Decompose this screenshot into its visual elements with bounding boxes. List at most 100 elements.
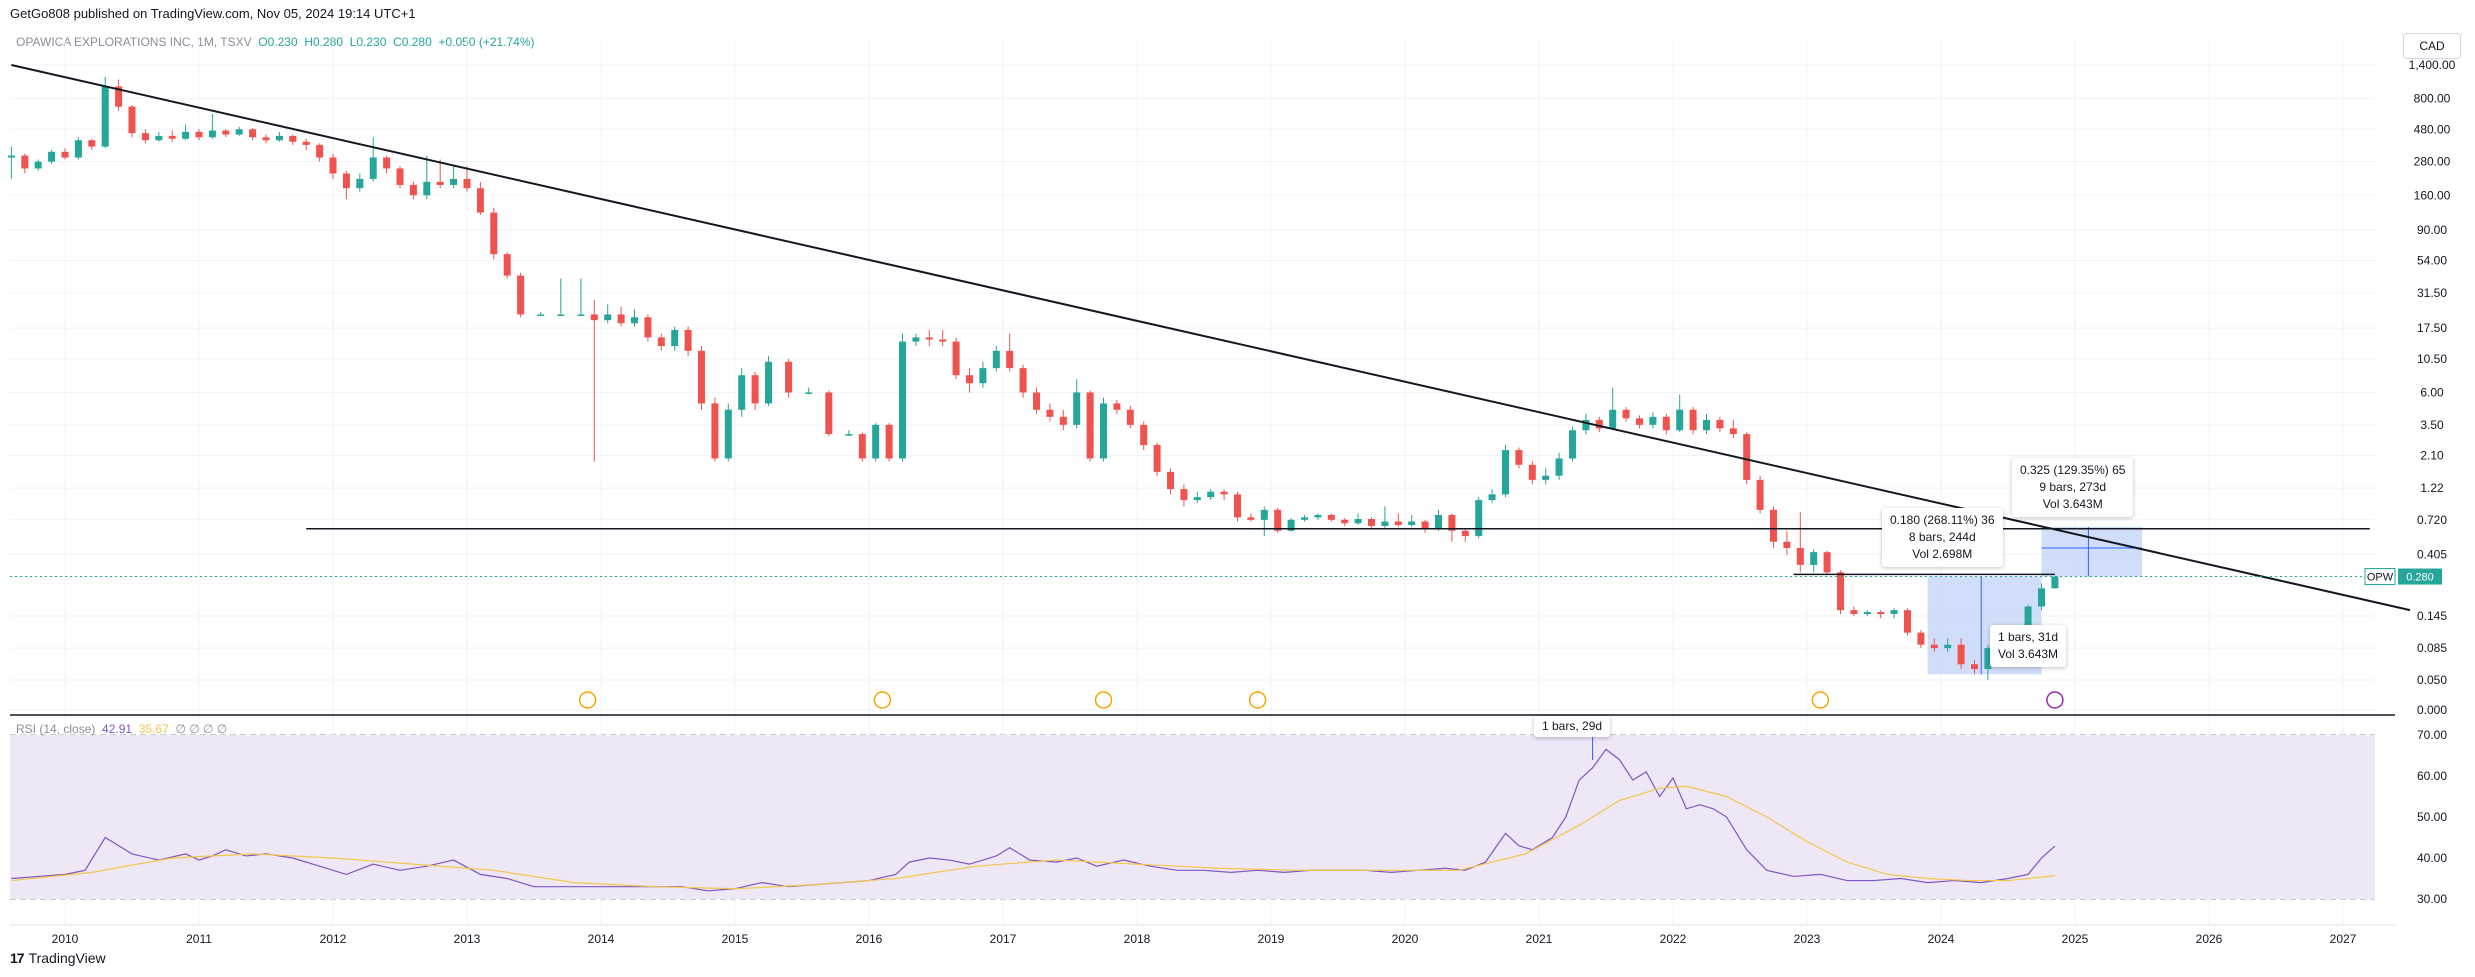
ohlc-low: L0.230 — [349, 35, 387, 49]
price-tick-label: 0.050 — [2417, 673, 2447, 687]
candle-body — [128, 106, 136, 134]
candle-body — [1676, 409, 1684, 431]
candle-body — [1743, 434, 1751, 480]
candle-body — [912, 337, 920, 342]
candle-body — [155, 135, 163, 141]
rsi-line — [11, 748, 2056, 892]
price-tick-label: 480.00 — [2414, 122, 2451, 136]
candle-body — [1662, 416, 1670, 431]
time-tick-label: 2011 — [186, 932, 212, 946]
candle-body — [490, 212, 498, 255]
candle-body — [356, 178, 364, 189]
candle-body — [604, 314, 612, 321]
candle-body — [1421, 521, 1429, 529]
price-tick-label: 3.50 — [2420, 418, 2444, 432]
candle-body — [302, 141, 310, 145]
published-line: GetGo808 published on TradingView.com, N… — [10, 6, 416, 21]
candle-body — [249, 129, 257, 138]
candle-body — [1354, 518, 1362, 524]
ohlc-change: +0.050 (+21.74%) — [438, 35, 535, 49]
time-tick-label: 2019 — [1258, 932, 1285, 946]
candle-body — [1488, 494, 1496, 501]
time-tick-label: 2020 — [1392, 932, 1419, 946]
symbol-legend: OPAWICA EXPLORATIONS INC, 1M, TSXV O0.23… — [16, 35, 535, 49]
time-tick-label: 2016 — [856, 932, 883, 946]
candle-body — [1368, 518, 1375, 526]
candle-body — [289, 135, 297, 142]
time-tick-label: 2023 — [1794, 932, 1821, 946]
tradingview-logo[interactable]: 17 TradingView — [10, 950, 106, 966]
dividend-icon — [578, 691, 597, 709]
time-tick-label: 2026 — [2196, 932, 2223, 946]
candle-body — [423, 181, 431, 196]
range-b-line1: 0.325 (129.35%) 65 — [2020, 463, 2126, 477]
candle-body — [1435, 515, 1442, 529]
candle-body — [1971, 664, 1978, 670]
candle-body — [61, 151, 69, 158]
candle-body — [698, 350, 705, 404]
time-tick-label: 2012 — [320, 932, 347, 946]
time-tick-label: 2021 — [1526, 932, 1553, 946]
range-a-line1: 0.180 (268.11%) 36 — [1890, 513, 1995, 527]
candle-body — [1394, 521, 1402, 526]
time-tick-label: 2014 — [588, 932, 615, 946]
candle-body — [1863, 612, 1871, 615]
price-tick-label: 1,400.00 — [2409, 58, 2456, 72]
candle-body — [1689, 409, 1697, 431]
candle-body — [517, 275, 525, 315]
currency-button[interactable]: CAD — [2403, 33, 2461, 59]
time-tick-label: 2013 — [454, 932, 481, 946]
candle-body — [2038, 588, 2045, 607]
price-tick-label: 280.00 — [2414, 155, 2451, 169]
time-tick-label: 2022 — [1660, 932, 1687, 946]
candle-body — [262, 137, 270, 141]
candle-body — [1301, 517, 1308, 520]
candle-body — [1622, 409, 1630, 419]
candle-body — [1850, 610, 1858, 615]
last-price-badge — [2398, 568, 2442, 585]
time-tick-label: 2010 — [52, 932, 79, 946]
price-tick-label: 17.50 — [2417, 321, 2447, 335]
candle-body — [631, 317, 638, 324]
rsi-ma-value: 35.67 — [138, 722, 169, 736]
time-tick-label: 2024 — [1928, 932, 1955, 946]
candle-body — [1890, 610, 1898, 615]
candle-body — [1877, 612, 1885, 615]
candle-body — [1381, 521, 1389, 526]
candle-body — [1595, 419, 1603, 429]
candle-body — [409, 184, 417, 196]
candle-body — [1100, 403, 1107, 459]
candle-body — [1006, 350, 1014, 369]
candle-body — [2024, 606, 2032, 639]
candle-body — [182, 131, 190, 139]
candle-body — [1796, 548, 1804, 565]
candle-body — [899, 341, 906, 459]
candle-body — [966, 375, 973, 384]
range-b-box — [2041, 526, 2142, 577]
range-b-tooltip: 0.325 (129.35%) 65 9 bars, 273d Vol 3.64… — [2012, 458, 2134, 517]
candle-body — [952, 341, 960, 376]
rsi-tick-label: 40.00 — [2417, 851, 2447, 865]
price-tick-label: 90.00 — [2417, 223, 2447, 237]
candles — [7, 76, 2059, 680]
candle-body — [1327, 515, 1335, 520]
price-tick-label: 0.405 — [2417, 547, 2447, 561]
candle-body — [1756, 479, 1764, 510]
rsi-value: 42.91 — [102, 722, 133, 736]
candle-body — [1823, 552, 1831, 573]
price-tick-label: 0.720 — [2417, 513, 2447, 527]
range-a-line2: 8 bars, 244d — [1908, 530, 1976, 544]
candle-body — [1716, 419, 1724, 429]
candle-body — [1944, 644, 1952, 649]
candle-body — [711, 403, 719, 459]
range-c-line2: Vol 3.643M — [1998, 647, 2059, 661]
candle-body — [329, 157, 337, 174]
candle-body — [1126, 409, 1134, 425]
candle-body — [1167, 471, 1174, 490]
candle-body — [316, 144, 324, 158]
rsi-legend-title: RSI (14, close) — [16, 722, 96, 736]
candle-body — [1086, 392, 1094, 459]
rsi-ma-line — [11, 785, 2055, 890]
rsi-band — [10, 735, 2375, 899]
